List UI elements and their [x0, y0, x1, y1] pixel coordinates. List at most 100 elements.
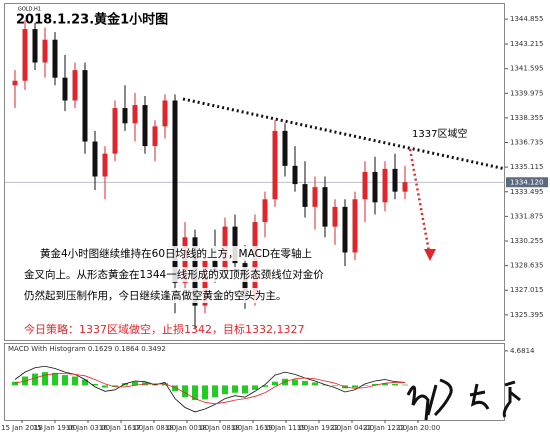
- current-price-label: 1334.120: [510, 178, 543, 186]
- commentary-bg: [22, 288, 289, 303]
- macd-histogram-bar: [392, 383, 398, 386]
- x-tick-label: 22 Jan 12:00: [363, 424, 407, 432]
- macd-histogram-bar: [92, 383, 98, 386]
- macd-histogram-bar: [82, 379, 88, 386]
- y-tick-label: 1325.395: [510, 311, 543, 319]
- x-tick-label: 22 Jan 04:00: [330, 424, 374, 432]
- macd-y-tick-label: 4.6814: [510, 347, 535, 355]
- candle-body: [42, 39, 48, 63]
- candle-body: [272, 130, 278, 200]
- macd-histogram-bar: [112, 385, 118, 387]
- annotation: 1337区域空: [412, 127, 467, 140]
- y-tick-label: 1338.355: [510, 114, 543, 122]
- macd-histogram-bar: [132, 381, 138, 386]
- candle-body: [152, 126, 158, 147]
- candle-body: [32, 29, 38, 63]
- candle-body: [402, 182, 408, 192]
- symbol-label: GOLD,H1: [18, 7, 41, 13]
- candle-body: [292, 165, 298, 185]
- candle-body: [382, 168, 388, 203]
- macd-histogram-bar: [382, 383, 388, 386]
- x-tick-label: 16 Jan 03:00: [66, 424, 110, 432]
- commentary-line: 金叉向上。从形态黄金在1344一线形成的双顶形态颈线位对金价: [24, 268, 324, 281]
- candle-body: [62, 77, 68, 101]
- commentary-bg: [38, 246, 315, 261]
- macd-histogram-bar: [192, 385, 198, 401]
- macd-histogram-bar: [182, 385, 188, 398]
- candle-body: [202, 260, 208, 306]
- macd-histogram-bar: [292, 379, 298, 386]
- macd-histogram-bar: [372, 383, 378, 386]
- x-tick-label: 19 Jan 19:00: [297, 424, 341, 432]
- x-tick-label: 15 Jan 19:00: [33, 424, 77, 432]
- arrow-line: [408, 148, 432, 258]
- macd-histogram-bar: [202, 385, 208, 400]
- macd-histogram-bar: [52, 372, 58, 386]
- macd-histogram-bar: [272, 381, 278, 386]
- candle-body: [282, 130, 288, 166]
- strategy: 今日策略：1337区域做空，止损1342，目标1332,1327: [24, 322, 304, 336]
- macd-histogram-bar: [352, 385, 358, 388]
- chart-title: 2018.1.23.黄金1小时图: [16, 12, 168, 28]
- x-tick-label: 16 Jan 16:00: [99, 424, 143, 432]
- candle-body: [342, 206, 348, 253]
- y-tick-label: 1343.215: [510, 40, 543, 48]
- x-tick-label: 15 Jan 2018: [1, 424, 43, 432]
- commentary-line: 仍然起到压制作用，今日继续逢高做空黄金的空头为主。: [24, 289, 287, 302]
- macd-histogram-bar: [42, 372, 48, 386]
- y-tick-label: 1335.115: [510, 163, 543, 171]
- y-tick-label: 1328.635: [510, 262, 543, 270]
- macd-line: [14, 365, 406, 413]
- candle-body: [372, 171, 378, 203]
- x-tick-label: 19 Jan 11:00: [264, 424, 308, 432]
- candle-body: [302, 184, 308, 207]
- y-tick-label: 1344.855: [510, 15, 543, 23]
- candle-body: [232, 226, 238, 264]
- commentary-bg: [22, 267, 327, 282]
- macd-line: [14, 373, 405, 405]
- macd-histogram-bar: [312, 382, 318, 386]
- candle-body: [312, 187, 318, 207]
- candle-body: [82, 70, 88, 142]
- candle-body: [322, 187, 328, 227]
- candle-body: [362, 171, 368, 200]
- macd-histogram-bar: [262, 385, 268, 387]
- main-frame: [4, 3, 505, 341]
- macd-histogram-bar: [212, 385, 218, 398]
- signature: [406, 378, 521, 421]
- candle-body: [162, 100, 168, 127]
- macd-histogram-bar: [252, 385, 258, 390]
- y-tick-label: 1339.975: [510, 89, 543, 97]
- macd-histogram-bar: [12, 381, 18, 386]
- candle-body: [122, 108, 128, 124]
- candle-body: [22, 29, 28, 81]
- macd-histogram-bar: [402, 384, 408, 386]
- macd-histogram-bar: [232, 385, 238, 393]
- x-tick-label: 22 Jan 20:00: [396, 424, 440, 432]
- y-tick-label: 1341.595: [510, 65, 543, 73]
- y-tick-label: 1331.875: [510, 212, 543, 220]
- arrow-head: [424, 249, 436, 262]
- macd-histogram-bar: [362, 385, 368, 386]
- candle-body: [352, 199, 358, 253]
- candle-body: [52, 39, 58, 78]
- current-price-box: [506, 177, 548, 188]
- y-tick-label: 1327.015: [510, 286, 543, 294]
- macd-histogram-bar: [72, 376, 78, 386]
- candle-body: [12, 80, 18, 86]
- candle-body: [212, 260, 218, 273]
- candle-body: [92, 141, 98, 177]
- x-tick-label: 18 Jan 08:00: [198, 424, 242, 432]
- y-tick-label: 1330.255: [510, 237, 543, 245]
- macd-histogram-bar: [32, 373, 38, 386]
- candle-body: [262, 199, 268, 223]
- macd-histogram-bar: [222, 385, 228, 395]
- y-tick-label: 1336.735: [510, 139, 543, 147]
- candle-body: [102, 153, 108, 177]
- macd-histogram-bar: [102, 385, 108, 388]
- x-tick-label: 18 Jan 00:00: [165, 424, 209, 432]
- macd-frame: [4, 343, 505, 421]
- candle-body: [172, 100, 178, 283]
